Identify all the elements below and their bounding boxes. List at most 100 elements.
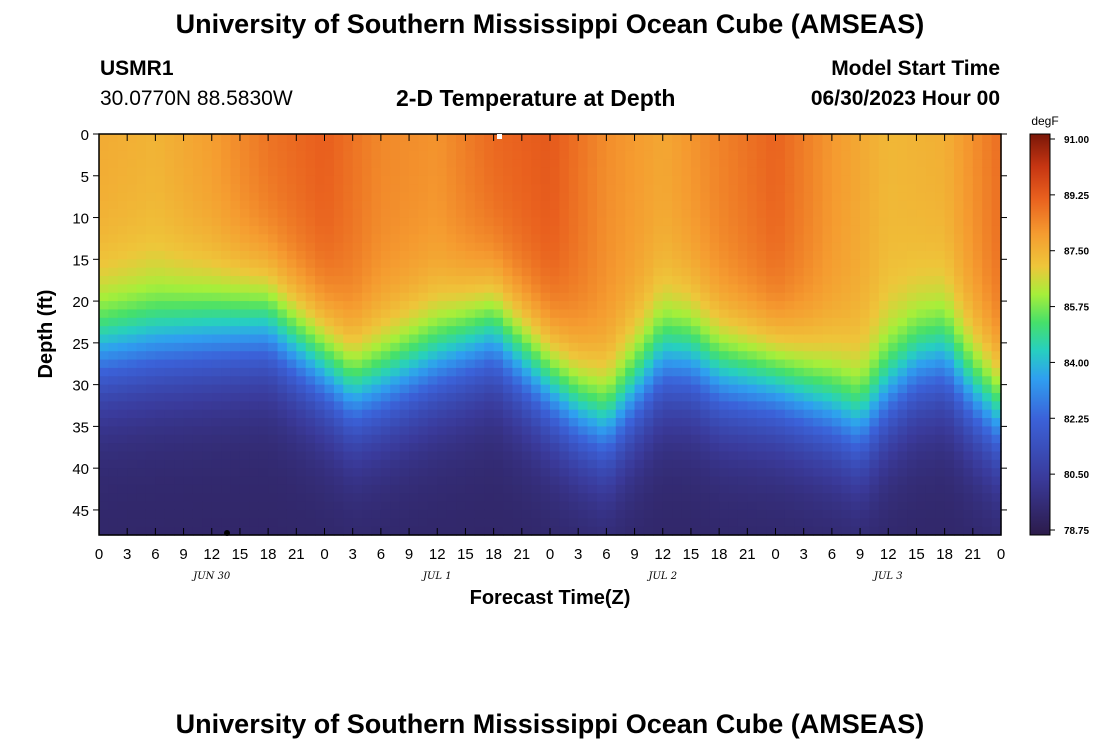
heatmap-cell xyxy=(174,468,185,478)
heatmap-cell xyxy=(155,509,166,519)
heatmap-cell xyxy=(747,468,758,478)
heatmap-cell xyxy=(700,234,711,244)
heatmap-cell xyxy=(681,159,692,169)
heatmap-cell xyxy=(99,167,109,177)
heatmap-cell xyxy=(878,418,889,427)
x-tick-label: 6 xyxy=(828,546,836,563)
heatmap-cell xyxy=(690,342,701,352)
heatmap-cell xyxy=(192,351,203,361)
heatmap-cell xyxy=(164,493,175,503)
heatmap-cell xyxy=(681,317,692,327)
heatmap-cell xyxy=(127,175,138,185)
heatmap-cell xyxy=(794,150,805,160)
heatmap-cell xyxy=(991,301,1002,311)
heatmap-cell xyxy=(831,526,842,536)
heatmap-cell xyxy=(446,259,457,269)
heatmap-cell xyxy=(672,426,683,436)
heatmap-cell xyxy=(672,184,683,194)
heatmap-cell xyxy=(681,242,692,252)
heatmap-cell xyxy=(305,192,316,202)
heatmap-cell xyxy=(390,526,401,536)
heatmap-cell xyxy=(850,209,861,219)
heatmap-cell xyxy=(456,250,467,260)
heatmap-cell xyxy=(427,284,438,294)
heatmap-cell xyxy=(286,501,297,511)
heatmap-cell xyxy=(174,292,185,302)
heatmap-cell xyxy=(925,351,936,361)
heatmap-cell xyxy=(399,234,410,244)
heatmap-cell xyxy=(99,468,109,478)
heatmap-cell xyxy=(822,150,833,160)
heatmap-cell xyxy=(784,443,795,453)
heatmap-cell xyxy=(324,351,335,361)
heatmap-cell xyxy=(728,334,739,344)
heatmap-cell xyxy=(192,451,203,461)
heatmap-cell xyxy=(343,342,354,352)
heatmap-cell xyxy=(653,443,664,453)
heatmap-cell xyxy=(615,209,626,219)
heatmap-cell xyxy=(230,484,241,494)
heatmap-cell xyxy=(907,376,918,386)
heatmap-cell xyxy=(709,150,720,160)
heatmap-cell xyxy=(503,259,514,269)
heatmap-cell xyxy=(465,493,476,503)
heatmap-cell xyxy=(183,493,194,503)
heatmap-cell xyxy=(456,501,467,511)
heatmap-cell xyxy=(634,217,645,227)
heatmap-cell xyxy=(728,351,739,361)
heatmap-cell xyxy=(202,334,213,344)
heatmap-cell xyxy=(775,526,786,536)
heatmap-cell xyxy=(239,509,250,519)
heatmap-cell xyxy=(766,317,777,327)
heatmap-cell xyxy=(991,267,1002,277)
heatmap-cell xyxy=(907,134,918,143)
heatmap-cell xyxy=(935,484,946,494)
heatmap-cell xyxy=(99,209,109,219)
heatmap-cell xyxy=(315,234,326,244)
heatmap-cell xyxy=(117,443,128,453)
heatmap-cell xyxy=(127,443,138,453)
heatmap-cell xyxy=(155,259,166,269)
heatmap-cell xyxy=(672,334,683,344)
heatmap-cell xyxy=(625,443,636,453)
heatmap-cell xyxy=(719,468,730,478)
heatmap-cell xyxy=(145,292,156,302)
heatmap-cell xyxy=(136,468,147,478)
heatmap-cell xyxy=(164,484,175,494)
heatmap-cell xyxy=(117,326,128,336)
heatmap-cell xyxy=(99,184,109,194)
heatmap-cell xyxy=(484,342,495,352)
heatmap-cell xyxy=(907,384,918,394)
heatmap-cell xyxy=(531,217,542,227)
heatmap-cell xyxy=(352,250,363,260)
heatmap-cell xyxy=(916,326,927,336)
heatmap-cell xyxy=(362,317,373,327)
heatmap-cell xyxy=(324,209,335,219)
heatmap-cell xyxy=(775,401,786,411)
heatmap-cell xyxy=(164,317,175,327)
heatmap-cell xyxy=(427,242,438,252)
heatmap-cell xyxy=(362,192,373,202)
heatmap-cell xyxy=(841,526,852,536)
heatmap-cell xyxy=(380,484,391,494)
heatmap-cell xyxy=(456,367,467,377)
heatmap-cell xyxy=(174,200,185,210)
heatmap-cell xyxy=(700,459,711,469)
heatmap-cell xyxy=(634,209,645,219)
heatmap-cell xyxy=(192,334,203,344)
x-axis: 0 3 6 9 12 15 18 21 0 3 6 9 12 15 18 21 0 3 6 9 12 15 18 21 0 3 6 9… xyxy=(95,134,1005,563)
heatmap-cell xyxy=(728,342,739,352)
heatmap-cell xyxy=(568,384,579,394)
heatmap-cell xyxy=(681,267,692,277)
heatmap-cell xyxy=(766,401,777,411)
heatmap-cell xyxy=(268,242,279,252)
heatmap-cell xyxy=(343,317,354,327)
heatmap-cell xyxy=(822,259,833,269)
heatmap-cell xyxy=(409,142,420,152)
heatmap-cell xyxy=(155,209,166,219)
heatmap-cell xyxy=(465,267,476,277)
heatmap-cell xyxy=(315,217,326,227)
heatmap-cell xyxy=(127,484,138,494)
heatmap-cell xyxy=(813,267,824,277)
heatmap-cell xyxy=(822,493,833,503)
